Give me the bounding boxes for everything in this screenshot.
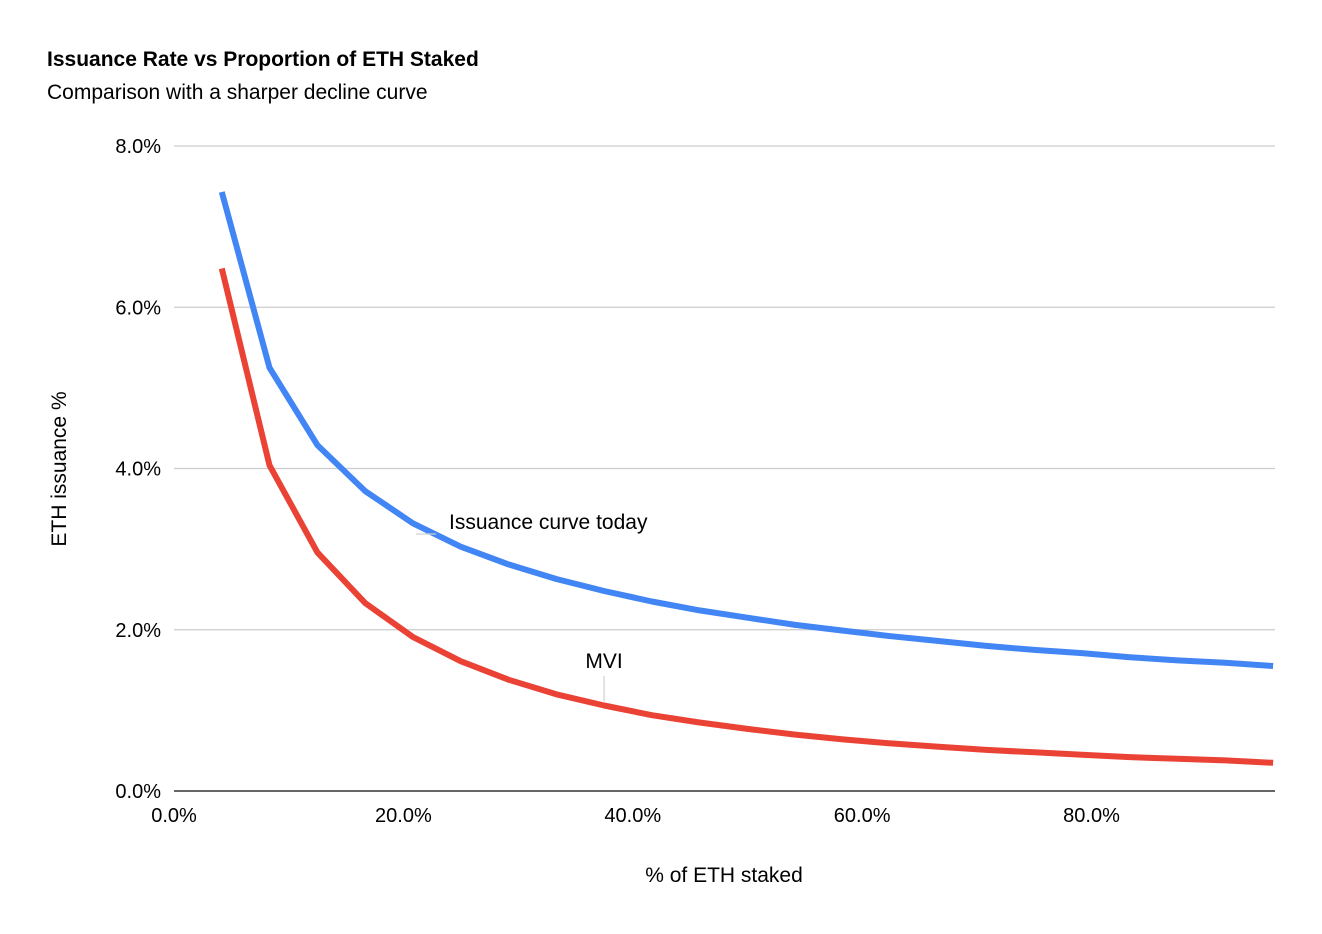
annotation-mvi: MVI	[585, 650, 622, 673]
y-tick-label: 0.0%	[115, 781, 161, 803]
y-axis-title: ETH issuance %	[48, 391, 71, 546]
y-tick-label: 8.0%	[115, 136, 161, 158]
series-line-issuance-today	[218, 191, 1274, 669]
x-tick-label: 80.0%	[1063, 805, 1120, 827]
series-lines	[218, 191, 1274, 766]
chart-subtitle: Comparison with a sharper decline curve	[47, 81, 428, 104]
y-tick-label: 4.0%	[115, 459, 161, 481]
y-tick-label: 2.0%	[115, 620, 161, 642]
x-tick-label: 20.0%	[375, 805, 432, 827]
y-tick-label: 6.0%	[115, 297, 161, 319]
x-tick-label: 0.0%	[151, 805, 197, 827]
x-axis-ticks: 0.0% 20.0% 40.0% 60.0% 80.0%	[151, 805, 1120, 827]
series-line-mvi	[218, 267, 1274, 766]
x-tick-label: 40.0%	[604, 805, 661, 827]
x-axis-title: % of ETH staked	[645, 864, 803, 887]
gridlines	[174, 145, 1275, 631]
x-tick-label: 60.0%	[834, 805, 891, 827]
series-annotations: Issuance curve today MVI	[416, 511, 648, 702]
chart-title: Issuance Rate vs Proportion of ETH Stake…	[47, 48, 479, 71]
annotation-issuance-curve-today: Issuance curve today	[449, 511, 648, 534]
y-axis-ticks: 0.0% 2.0% 4.0% 6.0% 8.0%	[115, 136, 161, 803]
